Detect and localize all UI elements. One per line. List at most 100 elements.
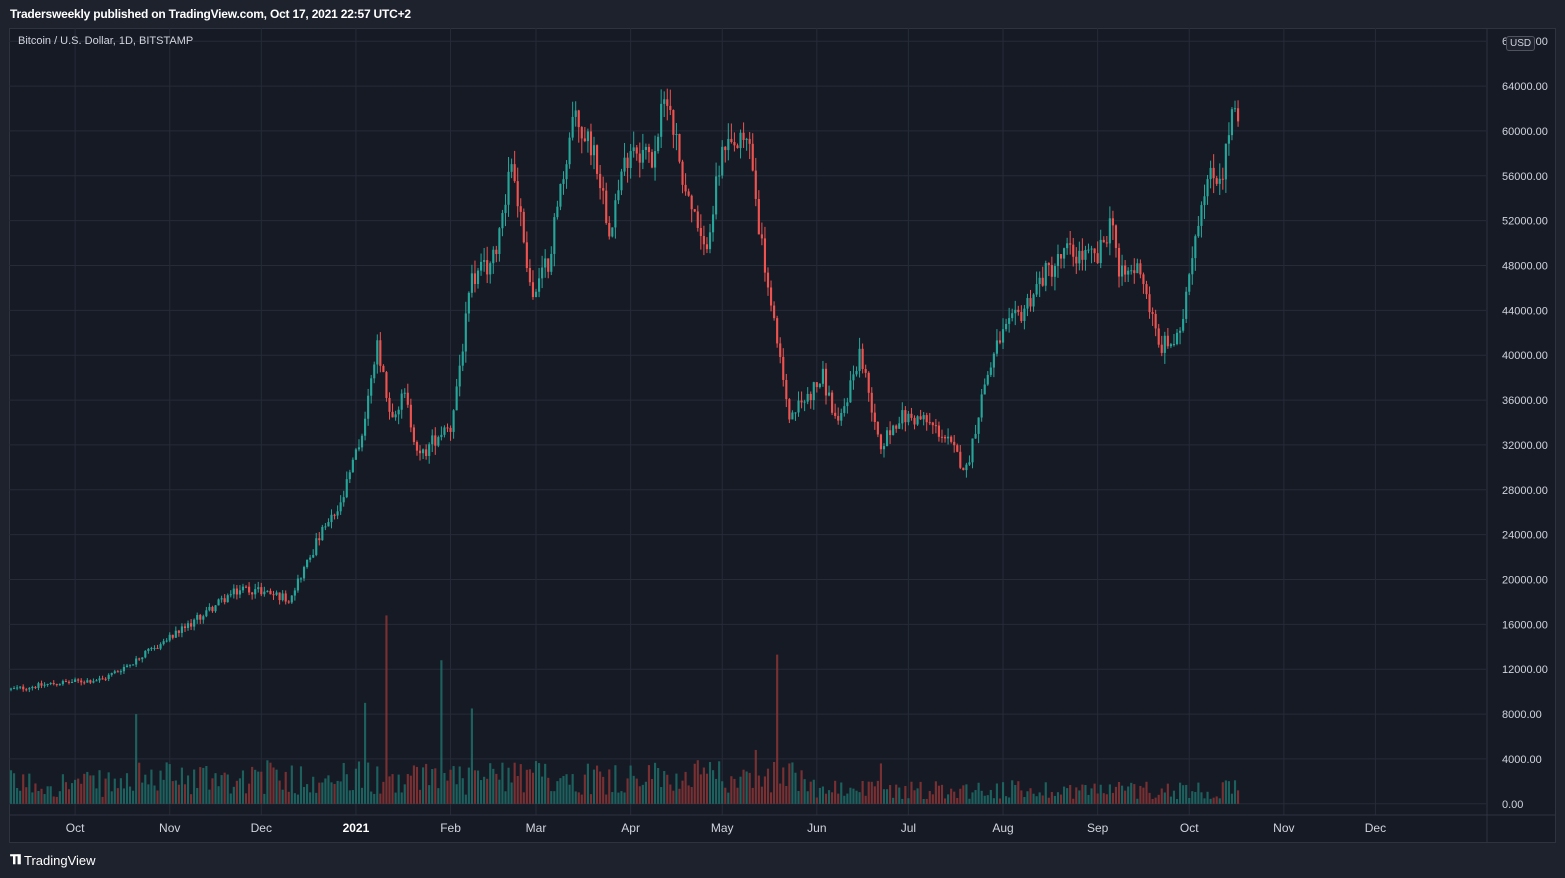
volume-bar bbox=[1014, 785, 1017, 804]
volume-bar bbox=[669, 784, 672, 804]
candle-body bbox=[128, 664, 132, 666]
candle-body bbox=[278, 592, 281, 601]
volume-bar bbox=[1099, 784, 1102, 804]
volume-bar bbox=[107, 772, 110, 804]
volume-bar bbox=[907, 798, 910, 804]
volume-bar bbox=[1185, 784, 1188, 804]
candle-body bbox=[840, 412, 843, 421]
candle-body bbox=[980, 394, 983, 418]
candle-body bbox=[1124, 265, 1127, 275]
candle-body bbox=[34, 686, 37, 688]
candle-body bbox=[1175, 332, 1179, 345]
candle-body bbox=[391, 411, 394, 418]
candle-body bbox=[299, 578, 303, 580]
volume-bar bbox=[766, 768, 770, 804]
candle-body bbox=[205, 610, 208, 617]
volume-bar bbox=[965, 784, 968, 804]
volume-bar bbox=[431, 769, 434, 804]
candle-body bbox=[367, 395, 370, 419]
candle-body bbox=[782, 356, 785, 380]
volume-bar bbox=[715, 778, 718, 804]
candle-body bbox=[49, 682, 52, 684]
volume-bar bbox=[1209, 798, 1212, 804]
volume-bar bbox=[885, 789, 889, 804]
volume-bar bbox=[98, 770, 101, 804]
candle-body bbox=[614, 200, 617, 228]
volume-bar bbox=[391, 774, 394, 804]
candle-body bbox=[531, 282, 535, 298]
candle-body bbox=[989, 367, 992, 375]
volume-bar bbox=[589, 794, 593, 804]
candle-body bbox=[467, 292, 470, 314]
volume-bar bbox=[531, 772, 535, 804]
volume-bar bbox=[754, 749, 757, 804]
volume-bar bbox=[257, 771, 260, 804]
candle-body bbox=[1130, 270, 1133, 272]
candle-body bbox=[574, 110, 577, 117]
candle-body bbox=[669, 105, 672, 111]
volume-bar bbox=[312, 776, 315, 804]
x-tick-label: 2021 bbox=[343, 821, 370, 835]
volume-bar bbox=[229, 793, 232, 804]
candle-body bbox=[275, 592, 278, 595]
candle-body bbox=[657, 136, 660, 152]
x-tick-label: Jul bbox=[901, 821, 916, 835]
volume-bar bbox=[1142, 787, 1145, 804]
candle-body bbox=[412, 427, 415, 443]
candle-body bbox=[641, 149, 644, 163]
volume-bar bbox=[1078, 790, 1081, 804]
candle-body bbox=[748, 138, 751, 144]
volume-bar bbox=[730, 776, 733, 804]
volume-bar bbox=[458, 766, 461, 804]
volume-bar bbox=[608, 769, 611, 804]
candle-body bbox=[1145, 284, 1148, 295]
volume-bar bbox=[699, 774, 702, 804]
candle-body bbox=[760, 234, 763, 239]
volume-bar bbox=[150, 769, 153, 804]
volume-bar bbox=[1001, 782, 1005, 804]
candle-body bbox=[525, 242, 528, 268]
volume-bar bbox=[1005, 796, 1008, 804]
volume-bar bbox=[794, 772, 797, 804]
volume-bar bbox=[125, 773, 129, 804]
candle-body bbox=[812, 382, 815, 401]
volume-bar bbox=[1179, 782, 1182, 804]
candle-body bbox=[1163, 335, 1166, 353]
candle-body bbox=[895, 425, 898, 429]
candle-body bbox=[583, 138, 586, 142]
candle-body bbox=[61, 681, 64, 685]
candle-body bbox=[351, 459, 354, 473]
volume-bar bbox=[480, 780, 483, 804]
candle-body bbox=[873, 412, 876, 423]
volume-bar bbox=[302, 786, 306, 804]
symbol-title[interactable]: Bitcoin / U.S. Dollar, 1D, BITSTAMP bbox=[18, 35, 194, 47]
candle-body bbox=[962, 467, 965, 471]
volume-bar bbox=[428, 785, 431, 804]
volume-bar bbox=[1203, 798, 1206, 804]
volume-bar bbox=[821, 786, 825, 804]
volume-bar bbox=[1117, 782, 1121, 804]
volume-bar bbox=[1020, 790, 1023, 804]
currency-badge[interactable]: USD bbox=[1506, 36, 1536, 51]
volume-bar bbox=[1087, 794, 1090, 804]
volume-bar bbox=[550, 791, 553, 804]
volume-bar bbox=[455, 784, 458, 804]
candlestick-chart[interactable]: 0.00 4000.00 8000.00 12000.00 16000.00 20000.… bbox=[9, 28, 1556, 843]
volume-bar bbox=[501, 762, 504, 804]
tradingview-brand[interactable]: 𝐓❙ TradingView bbox=[10, 852, 96, 868]
candle-body bbox=[336, 511, 339, 516]
volume-bar bbox=[586, 763, 589, 804]
candle-body bbox=[837, 415, 840, 421]
volume-bar bbox=[1154, 797, 1157, 804]
volume-bar bbox=[168, 764, 171, 804]
candle-body bbox=[638, 153, 641, 163]
volume-bar bbox=[873, 786, 876, 804]
candle-body bbox=[1160, 344, 1163, 353]
candle-body bbox=[1087, 249, 1090, 251]
candle-body bbox=[806, 393, 809, 402]
volume-bar bbox=[846, 793, 849, 804]
candle-body bbox=[153, 647, 156, 649]
candle-body bbox=[1108, 218, 1111, 244]
candle-body bbox=[168, 634, 171, 641]
volume-bar bbox=[959, 788, 962, 804]
